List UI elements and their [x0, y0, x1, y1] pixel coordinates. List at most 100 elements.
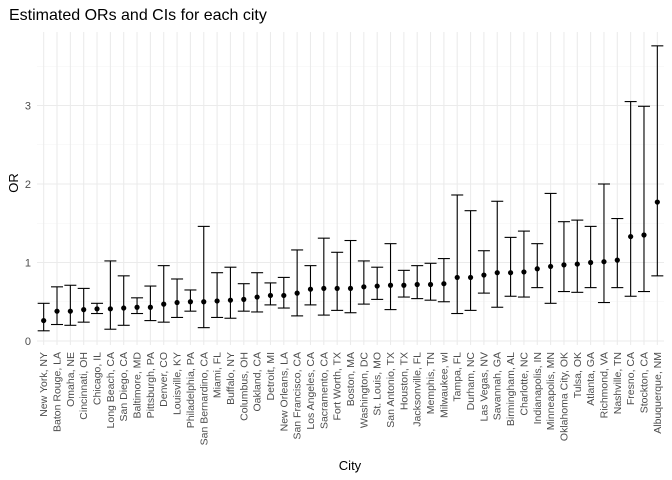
error-bar: [211, 272, 224, 319]
x-tick-label: Memphis, TN: [425, 352, 437, 414]
error-bar: [477, 250, 490, 294]
x-tick-label: Oakland, CA: [252, 352, 264, 412]
x-tick-label: San Francisco, CA: [292, 352, 304, 440]
y-tick-label: 0: [25, 336, 31, 348]
x-tick-label: Atlanta, GA: [585, 352, 597, 406]
x-tick-label: Richmond, VA: [598, 352, 610, 418]
error-bar: [584, 225, 597, 289]
or-point: [254, 294, 260, 300]
x-tick-label: Houston, TX: [398, 352, 410, 410]
or-point: [187, 299, 194, 305]
or-point: [241, 296, 247, 302]
x-tick-label: Albuquerque, NM: [652, 352, 664, 434]
error-bar: [317, 237, 330, 316]
error-bar: [611, 217, 624, 289]
chart-title: Estimated ORs and CIs for each city: [9, 7, 267, 24]
x-tick-label: Sacramento, CA: [318, 352, 330, 429]
or-point: [134, 304, 140, 310]
x-tick-label: Oklahoma City, OK: [558, 352, 570, 441]
x-tick-label: Omaha, NE: [65, 352, 77, 407]
or-point: [387, 282, 394, 288]
or-point: [121, 305, 127, 311]
error-bar: [637, 105, 650, 293]
y-axis-ticks: 0 1 2 3: [25, 101, 31, 349]
x-axis-ticks: New York, NY Baton Rouge, LA Omaha, NE Cinc…: [38, 352, 664, 446]
error-bar: [117, 275, 130, 326]
or-point: [494, 270, 500, 276]
error-bar: [251, 272, 264, 313]
or-point: [561, 262, 567, 268]
x-tick-label: Jacksonville, FL: [412, 352, 424, 427]
x-tick-label: Denver, CO: [158, 352, 170, 407]
or-point: [201, 299, 207, 305]
x-tick-label: San Diego, CA: [118, 352, 130, 421]
or-point: [347, 285, 354, 292]
or-point: [67, 308, 73, 314]
error-bar: [424, 262, 437, 301]
or-point: [81, 307, 87, 313]
y-axis-title: OR: [6, 173, 21, 193]
error-bar: [624, 101, 637, 297]
or-point: [467, 274, 474, 281]
error-bar: [384, 243, 397, 311]
x-tick-label: Baton Rouge, LA: [52, 352, 64, 432]
x-tick-label: Louisville, KY: [172, 352, 184, 415]
x-tick-label: New York, NY: [38, 352, 50, 417]
x-tick-label: Pittsburgh, PA: [145, 352, 157, 418]
x-tick-label: Durham, NC: [465, 352, 477, 411]
error-bar: [464, 210, 477, 311]
error-bar: [531, 243, 544, 289]
error-bar: [344, 239, 357, 314]
error-bar: [651, 45, 664, 277]
x-tick-label: Columbus, OH: [238, 352, 250, 421]
x-tick-label: San Bernardino, CA: [198, 352, 210, 445]
or-point: [588, 259, 594, 266]
error-bar: [197, 225, 210, 329]
error-bar: [77, 287, 90, 323]
y-tick-label: 2: [25, 179, 31, 191]
x-tick-label: Boston, MA: [345, 352, 357, 406]
x-tick-label: Chicago, IL: [92, 352, 104, 405]
or-point: [307, 286, 314, 292]
error-bar: [451, 194, 464, 315]
error-bar: [104, 260, 117, 330]
error-bar: [357, 260, 370, 305]
error-bar: [171, 278, 184, 319]
x-tick-label: Stockton, CA: [638, 352, 650, 413]
error-bar: [504, 236, 517, 297]
error-bar: [224, 266, 237, 319]
x-tick-label: Birmingham, AL: [505, 352, 517, 426]
error-bar: [437, 258, 450, 303]
error-bar: [571, 219, 584, 293]
or-point: [227, 297, 234, 303]
or-point: [441, 281, 447, 287]
or-point: [521, 269, 527, 275]
x-tick-label: Fresno, CA: [625, 352, 637, 405]
x-tick-label: Milwaukee, wI: [438, 352, 450, 418]
x-tick-label: San Antonio, TX: [385, 352, 397, 428]
x-tick-label: Tulsa, OK: [572, 352, 584, 398]
error-bar: [291, 249, 304, 317]
or-point: [641, 232, 647, 238]
error-bar: [491, 200, 504, 308]
x-tick-label: Savannah, GA: [492, 352, 504, 420]
error-bar: [371, 266, 384, 300]
or-point: [454, 274, 460, 281]
x-tick-label: Miami, FL: [212, 352, 224, 398]
or-point: [321, 285, 327, 292]
y-tick-label: 3: [25, 101, 31, 113]
error-bar: [597, 183, 610, 304]
error-bar: [544, 192, 557, 304]
error-bar: [517, 230, 530, 298]
or-point: [534, 266, 540, 272]
or-point: [267, 292, 274, 299]
or-point: [214, 298, 220, 304]
or-point: [414, 281, 420, 288]
x-tick-label: Indianapolis, IN: [532, 352, 544, 424]
or-point: [574, 261, 580, 267]
error-bar: [51, 286, 64, 326]
or-point: [548, 263, 554, 270]
x-axis-title: City: [339, 458, 362, 473]
x-tick-label: Long Beach, CA: [105, 352, 117, 428]
